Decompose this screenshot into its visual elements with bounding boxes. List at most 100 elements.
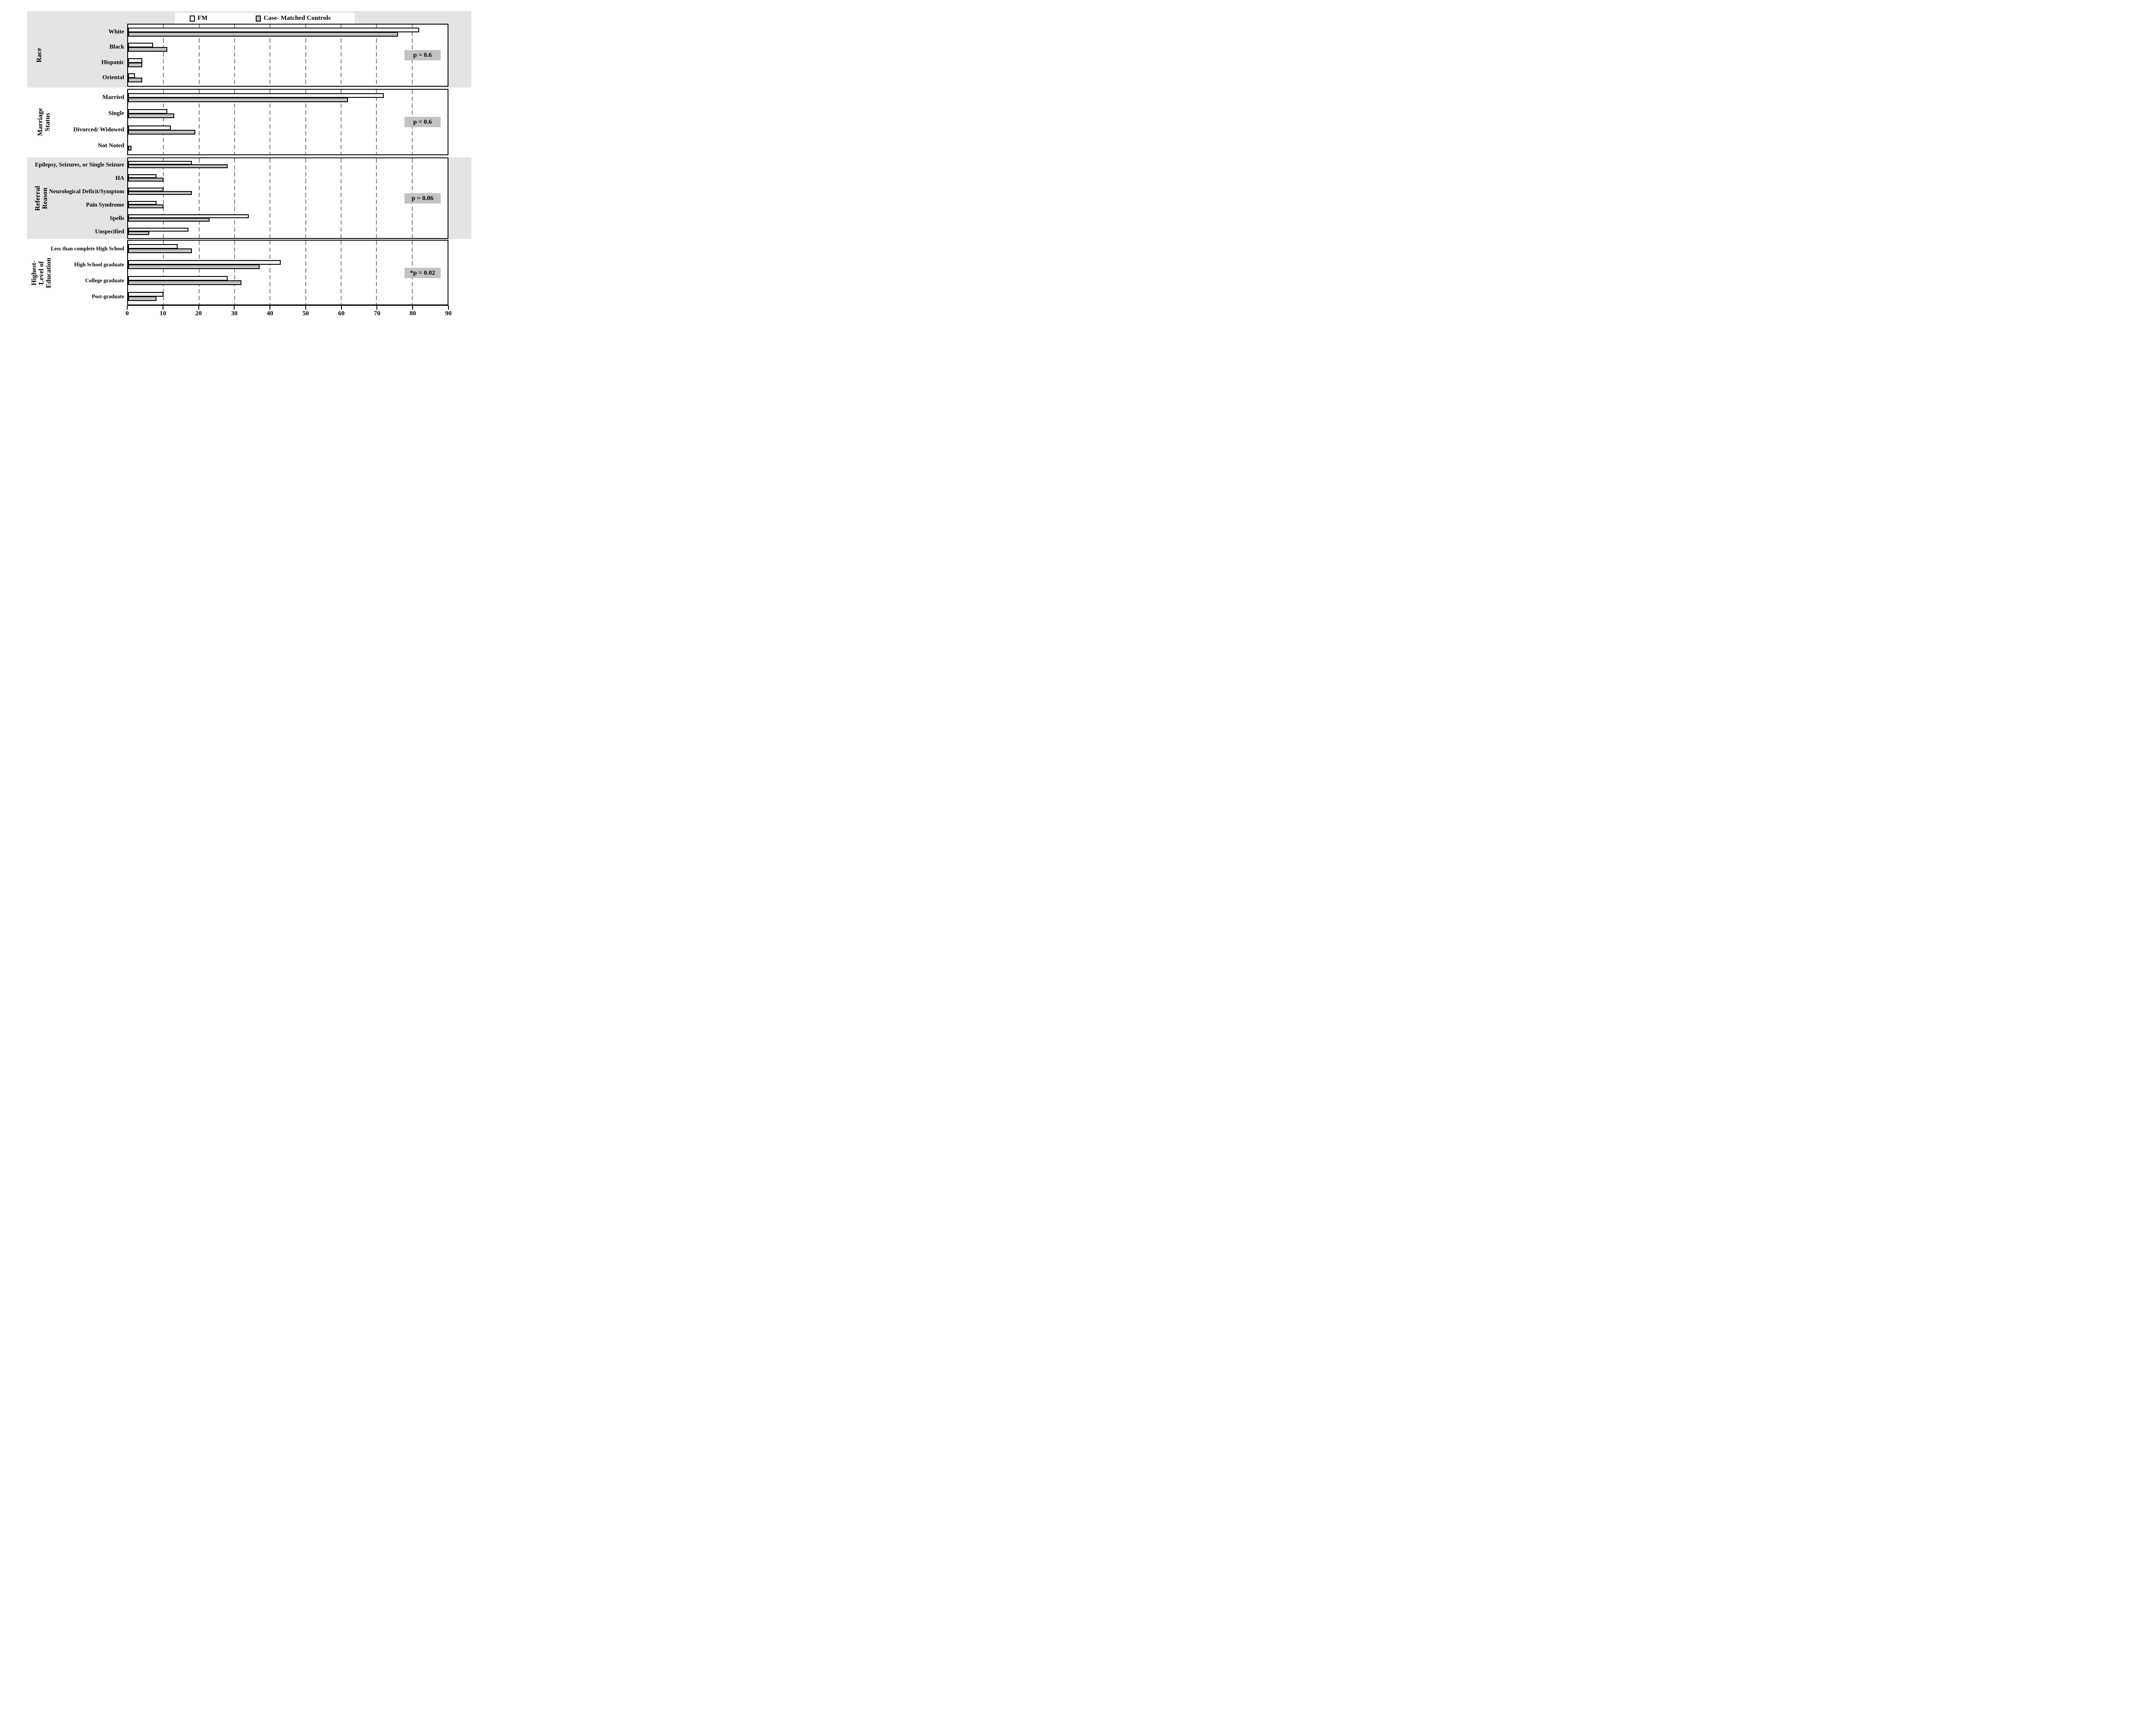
- marriage-status-divorced-widowed-control-bar: [128, 129, 196, 135]
- category-label-epilepsy-seizures-or-single-seizure: Epilepsy, Seizures, or Single Seizure: [34, 161, 124, 168]
- gridline-30: [234, 241, 235, 304]
- x-axis-tick-label-90: 90: [445, 310, 452, 317]
- x-axis-tick-label-60: 60: [338, 310, 345, 317]
- category-label-less-than-complete-high-school: Less than complete High School: [50, 245, 124, 251]
- education-section-label-line: Highest-: [30, 260, 38, 285]
- race-section-label: Race: [36, 48, 44, 63]
- x-axis-tick-30: [234, 306, 235, 310]
- education-plot-area: [128, 241, 448, 304]
- marriage-status-plot-area: [128, 90, 448, 154]
- referral-reason-unspecified-control-bar: [128, 231, 150, 235]
- referral-reason-section-label-line: Referral: [34, 185, 42, 211]
- category-label-married: Married: [102, 94, 124, 101]
- gridline-30: [234, 90, 235, 154]
- x-axis-tick-0: [127, 306, 128, 310]
- marriage-status-section-label: Marriage Status: [37, 108, 52, 136]
- education-section-label: Highest- Level of Education: [31, 257, 53, 288]
- marriage-status-not-noted-control-bar: [128, 146, 132, 151]
- x-axis-tick-label-10: 10: [160, 310, 166, 317]
- category-label-pain-syndrome: Pain Syndrome: [86, 201, 124, 208]
- race-black-control-bar: [128, 47, 167, 52]
- gridline-20: [198, 25, 200, 86]
- x-axis-tick-label-30: 30: [231, 310, 238, 317]
- category-label-college-graduate: College graduate: [85, 277, 124, 283]
- category-label-ha: HA: [115, 175, 124, 182]
- race-hispanic-control-bar: [128, 62, 142, 67]
- legend-item-case-matched-controls: Case- Matched Controls: [256, 15, 331, 22]
- education-post-graduate-control-bar: [128, 296, 157, 301]
- gridline-70: [376, 25, 377, 86]
- gridline-10: [163, 241, 164, 304]
- marriage-status-p-value-box: p = 0.6: [404, 117, 441, 127]
- referral-reason-section-label: Referral Reason: [34, 186, 49, 211]
- x-axis-tick-60: [341, 306, 342, 310]
- race-p-value-box: p = 0.6: [404, 50, 441, 60]
- gridline-30: [234, 158, 235, 238]
- legend-label: Case- Matched Controls: [263, 15, 331, 22]
- category-label-white: White: [108, 28, 124, 35]
- legend: FM Case- Matched Controls: [175, 13, 354, 24]
- category-label-post-graduate: Post-graduate: [92, 293, 124, 299]
- category-label-spells: Spells: [110, 214, 124, 221]
- education-high-school-graduate-control-bar: [128, 264, 260, 269]
- category-label-high-school-graduate: High School graduate: [74, 261, 124, 267]
- category-label-divorced-widowed: Divorced/ Widowed: [73, 126, 124, 133]
- education-college-graduate-control-bar: [128, 280, 242, 285]
- figure-canvas: FM Case- Matched Controls p = 0.6 White Blac…: [0, 0, 613, 345]
- referral-reason-epilepsy-seizures-or-single-seizure-control-bar: [128, 164, 228, 169]
- x-axis-tick-label-80: 80: [409, 310, 416, 317]
- referral-reason-unspecified-fm-bar: [128, 227, 188, 232]
- education-less-than-complete-high-school-control-bar: [128, 248, 192, 253]
- legend-item-fm: FM: [190, 15, 207, 22]
- race-plot-area: [128, 25, 448, 86]
- marriage-status-panel: p = 0.6: [127, 89, 448, 155]
- referral-reason-ha-control-bar: [128, 178, 164, 182]
- marriage-status-section-label-line: Marriage: [37, 108, 44, 136]
- referral-reason-spells-control-bar: [128, 217, 210, 222]
- referral-reason-p-value-box: p = 0.06: [404, 193, 441, 204]
- gridline-10: [163, 90, 164, 154]
- education-section-label-line: Education: [45, 257, 53, 288]
- category-label-unspecified: Unspecified: [95, 228, 125, 235]
- gridline-50: [305, 241, 306, 304]
- x-axis-tick-label-20: 20: [195, 310, 202, 317]
- category-label-not-noted: Not Noted: [97, 142, 124, 149]
- referral-reason-section-label-line: Reason: [41, 187, 49, 209]
- category-label-single: Single: [108, 110, 124, 117]
- education-panel: *p = 0.02: [127, 240, 448, 306]
- x-axis-tick-label-40: 40: [266, 310, 273, 317]
- x-axis-tick-label-0: 0: [125, 310, 129, 317]
- marriage-status-section-label-line: Status: [44, 113, 51, 132]
- gridline-20: [198, 241, 200, 304]
- legend-label: FM: [197, 15, 208, 22]
- race-oriental-control-bar: [128, 78, 142, 83]
- legend-swatch-case-matched-controls-icon: [256, 15, 261, 22]
- gridline-70: [376, 90, 377, 154]
- race-white-control-bar: [128, 31, 398, 37]
- category-label-oriental: Oriental: [102, 74, 124, 81]
- gridline-20: [198, 90, 200, 154]
- x-axis-tick-90: [448, 306, 449, 310]
- referral-reason-neurological-deficit-symptom-control-bar: [128, 191, 192, 195]
- gridline-60: [341, 90, 342, 154]
- gridline-20: [198, 158, 200, 238]
- race-section-label-line: Race: [35, 48, 43, 63]
- race-panel: p = 0.6: [127, 24, 448, 87]
- x-axis-tick-50: [305, 306, 306, 310]
- legend-swatch-fm-icon: [190, 15, 195, 22]
- x-axis-tick-70: [376, 306, 378, 310]
- gridline-10: [163, 158, 164, 238]
- gridline-50: [305, 158, 306, 238]
- marriage-status-single-control-bar: [128, 113, 175, 119]
- category-label-hispanic: Hispanic: [101, 59, 124, 66]
- gridline-70: [376, 158, 377, 238]
- marriage-status-married-control-bar: [128, 97, 348, 102]
- x-axis-tick-label-70: 70: [373, 310, 380, 317]
- category-label-neurological-deficit-symptom: Neurological Deficit/Symptom: [49, 188, 124, 194]
- education-p-value-box: *p = 0.02: [404, 267, 441, 278]
- gridline-70: [376, 241, 377, 304]
- x-axis-tick-label-50: 50: [302, 310, 309, 317]
- gridline-50: [305, 25, 306, 86]
- gridline-60: [341, 25, 342, 86]
- referral-reason-pain-syndrome-control-bar: [128, 204, 164, 208]
